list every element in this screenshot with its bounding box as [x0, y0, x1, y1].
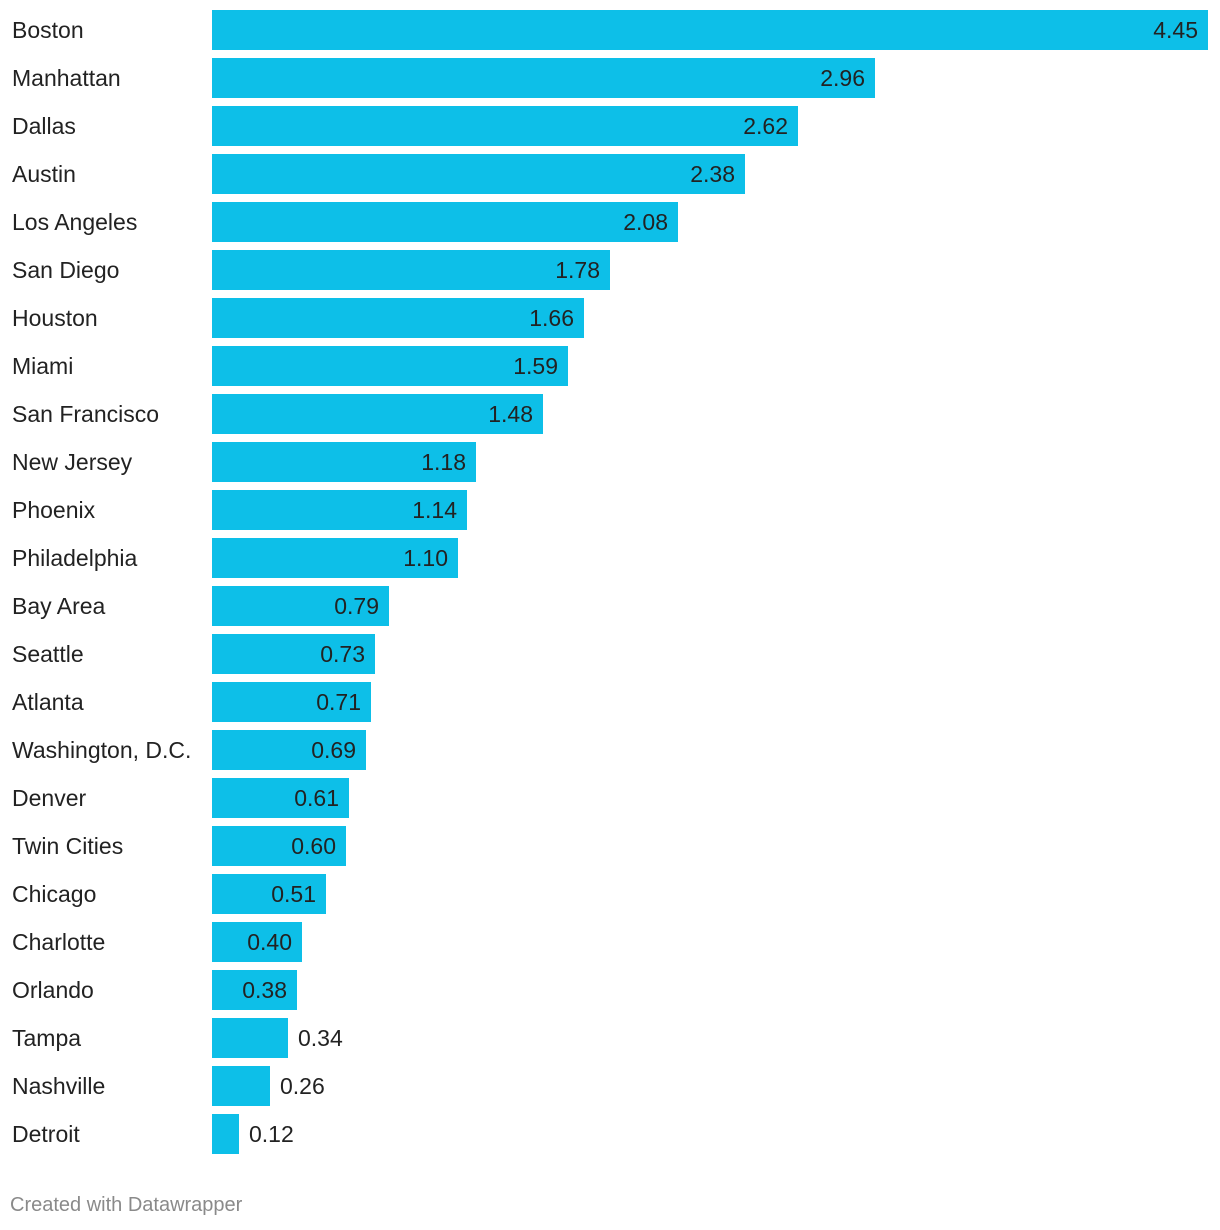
- bar: [212, 538, 458, 578]
- value-label: 1.10: [403, 545, 448, 571]
- bar: [212, 250, 610, 290]
- bar: [212, 154, 745, 194]
- bar: [212, 346, 568, 386]
- bar: [212, 202, 678, 242]
- value-label: 1.14: [412, 497, 457, 523]
- value-label: 0.61: [294, 785, 339, 811]
- category-label: San Francisco: [12, 401, 160, 427]
- bar: [212, 634, 375, 674]
- value-label: 2.62: [743, 113, 788, 139]
- bar: [212, 490, 467, 530]
- category-label: San Diego: [12, 257, 120, 283]
- category-label: Chicago: [12, 881, 97, 907]
- bar: [212, 586, 389, 626]
- value-label: 4.45: [1153, 17, 1198, 43]
- value-label: 0.12: [249, 1121, 294, 1147]
- value-label: 0.60: [291, 833, 336, 859]
- category-label: Boston: [12, 17, 84, 43]
- value-label: 0.69: [311, 737, 356, 763]
- value-label: 0.34: [298, 1025, 343, 1051]
- category-label: Orlando: [12, 977, 94, 1003]
- bar: [212, 970, 297, 1010]
- category-label: Denver: [12, 785, 87, 811]
- bar: [212, 10, 1208, 50]
- bar: [212, 394, 543, 434]
- category-label: Bay Area: [12, 593, 106, 619]
- bar: [212, 730, 366, 770]
- bar: [212, 58, 875, 98]
- value-label: 0.71: [316, 689, 361, 715]
- value-label: 0.26: [280, 1073, 325, 1099]
- value-label: 0.51: [271, 881, 316, 907]
- category-label: Phoenix: [12, 497, 96, 523]
- category-label: Twin Cities: [12, 833, 124, 859]
- category-label: Tampa: [12, 1025, 82, 1051]
- value-label: 0.40: [247, 929, 292, 955]
- value-label: 2.08: [623, 209, 668, 235]
- bar: [212, 826, 346, 866]
- chart-credit: Created with Datawrapper: [10, 1194, 243, 1216]
- category-label: Dallas: [12, 113, 76, 139]
- value-label: 0.79: [334, 593, 379, 619]
- category-label: Seattle: [12, 641, 84, 667]
- category-label: Philadelphia: [12, 545, 138, 571]
- value-label: 1.48: [488, 401, 533, 427]
- category-label: Austin: [12, 161, 76, 187]
- category-label: Charlotte: [12, 929, 106, 955]
- category-label: New Jersey: [12, 449, 133, 475]
- bar: [212, 442, 476, 482]
- category-label: Manhattan: [12, 65, 121, 91]
- value-label: 0.73: [320, 641, 365, 667]
- bar: [212, 1066, 270, 1106]
- category-label: Los Angeles: [12, 209, 138, 235]
- bar: [212, 298, 584, 338]
- category-label: Miami: [12, 353, 74, 379]
- value-label: 1.18: [421, 449, 466, 475]
- bar: [212, 1114, 239, 1154]
- bar: [212, 1018, 288, 1058]
- value-label: 2.38: [690, 161, 735, 187]
- bar: [212, 874, 326, 914]
- bar: [212, 922, 302, 962]
- value-label: 1.66: [529, 305, 574, 331]
- bar: [212, 682, 371, 722]
- bar: [212, 106, 798, 146]
- value-label: 1.59: [513, 353, 558, 379]
- bar-chart: Boston 4.45 Manhattan 2.96 Dallas 2.62 Austin 2…: [12, 10, 1208, 1154]
- bar: [212, 778, 349, 818]
- category-label: Atlanta: [12, 689, 84, 715]
- category-label: Washington, D.C.: [12, 737, 192, 763]
- category-label: Nashville: [12, 1073, 106, 1099]
- category-label: Detroit: [12, 1121, 80, 1147]
- category-label: Houston: [12, 305, 98, 331]
- value-label: 1.78: [555, 257, 600, 283]
- value-label: 2.96: [820, 65, 865, 91]
- value-label: 0.38: [242, 977, 287, 1003]
